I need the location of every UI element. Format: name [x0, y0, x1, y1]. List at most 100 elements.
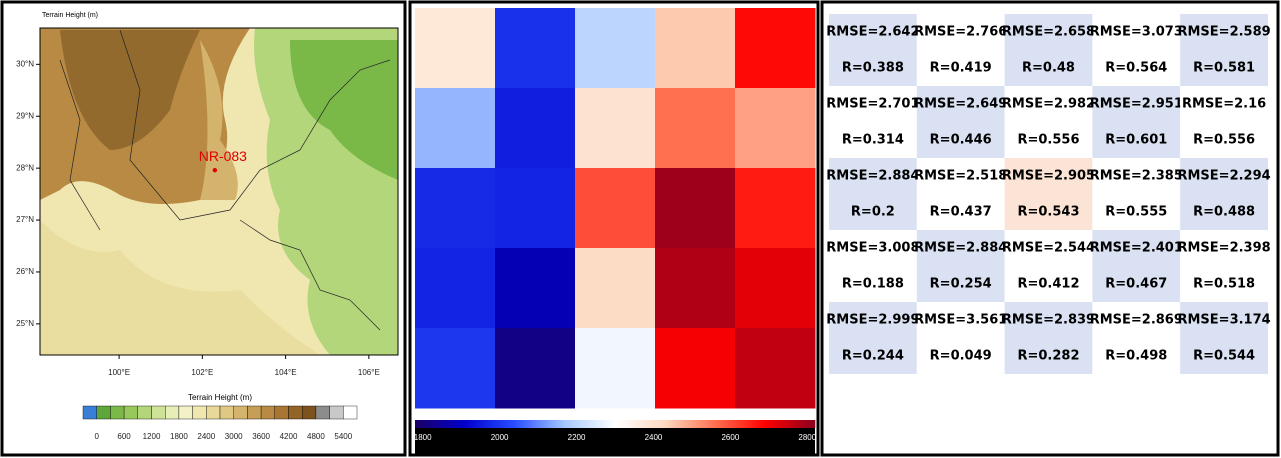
colorbar-strip	[435, 420, 438, 428]
table-cell: R=0.244	[842, 349, 904, 364]
colorbar-strip	[711, 420, 714, 428]
table-cell: RMSE=2.294	[1177, 169, 1270, 184]
colorbar-strip	[769, 420, 772, 428]
colorbar-box	[206, 405, 221, 420]
table-cell: RMSE=2.839	[1002, 313, 1095, 328]
colorbar-strip	[593, 420, 596, 428]
colorbar-strip	[463, 420, 466, 428]
table-cell-bg	[1180, 230, 1268, 266]
colorbar-strip	[421, 420, 424, 428]
colorbar-strip	[757, 420, 760, 428]
colorbar-strip	[487, 420, 490, 428]
table-cell-bg	[1004, 14, 1093, 50]
colorbar-strip	[433, 420, 436, 428]
heat-cell	[735, 8, 816, 89]
table-cell: R=0.254	[930, 277, 992, 292]
colorbar-strip	[555, 420, 558, 428]
colorbar-strip	[439, 420, 442, 428]
colorbar-strip	[521, 420, 524, 428]
colorbar-strip	[515, 420, 518, 428]
colorbar-strip	[553, 420, 556, 428]
colorbar-strip	[523, 420, 526, 428]
colorbar-tick-label: 600	[117, 432, 131, 441]
colorbar-strip	[633, 420, 636, 428]
y-tick-label: 26°N	[16, 267, 34, 276]
table-cell: R=0.412	[1017, 277, 1079, 292]
colorbar-box	[274, 405, 289, 420]
colorbar-box	[233, 405, 248, 420]
colorbar-strip	[563, 420, 566, 428]
colorbar-strip	[643, 420, 646, 428]
table-cell: R=0.601	[1105, 133, 1167, 148]
station-point	[212, 168, 218, 173]
colorbar-strip	[423, 420, 426, 428]
colorbar-tick-label: 2600	[721, 433, 739, 442]
colorbar-strip	[455, 420, 458, 428]
colorbar-strip	[695, 420, 698, 428]
table-cell-bg	[1004, 50, 1093, 86]
colorbar-strip	[581, 420, 584, 428]
colorbar-box	[315, 405, 330, 420]
colorbar-strip	[809, 420, 812, 428]
table-cell-bg	[916, 14, 1005, 50]
colorbar-box	[247, 405, 262, 420]
colorbar-box	[110, 405, 125, 420]
colorbar-strip	[655, 420, 658, 428]
colorbar-strip	[601, 420, 604, 428]
table-cell-bg	[1004, 302, 1093, 338]
table-cell-bg	[916, 50, 1005, 86]
colorbar-box	[151, 405, 166, 420]
table-cell: RMSE=2.398	[1177, 241, 1270, 256]
colorbar-strip	[525, 420, 528, 428]
colorbar-tick-label: 4200	[280, 432, 298, 441]
colorbar-strip	[755, 420, 758, 428]
colorbar-strip	[453, 420, 456, 428]
table-cell: RMSE=3.008	[826, 241, 919, 256]
colorbar-strip	[725, 420, 728, 428]
table-cell-bg	[1180, 122, 1268, 158]
terrain-plateau	[40, 220, 320, 355]
colorbar-strip	[807, 420, 810, 428]
colorbar-strip	[777, 420, 780, 428]
table-cell-bg	[1092, 338, 1181, 374]
colorbar-tick-label: 1200	[143, 432, 161, 441]
table-cell: R=0.556	[1193, 133, 1255, 148]
colorbar-box	[219, 405, 234, 420]
table-cell-bg	[829, 14, 917, 50]
colorbar-strip	[507, 420, 510, 428]
colorbar-ticks-bg	[415, 428, 815, 454]
colorbar-strip	[719, 420, 722, 428]
table-cell: RMSE=2.951	[1090, 97, 1183, 112]
colorbar-strip	[461, 420, 464, 428]
table-cell-bg	[1092, 266, 1181, 302]
table-cell-bg	[1180, 338, 1268, 374]
colorbar-strip	[663, 420, 666, 428]
colorbar-strip	[483, 420, 486, 428]
colorbar-strip	[651, 420, 654, 428]
colorbar-box	[123, 405, 138, 420]
colorbar-strip	[551, 420, 554, 428]
colorbar-strip	[805, 420, 808, 428]
colorbar-strip	[497, 420, 500, 428]
terrain-peak	[60, 30, 200, 150]
table-cell-bg	[916, 86, 1005, 122]
borders	[59, 29, 391, 331]
table-cell: R=0.544	[1193, 349, 1255, 364]
table-cell-bg	[916, 158, 1005, 194]
table-cell: RMSE=3.561	[914, 313, 1007, 328]
heat-cell	[495, 8, 576, 89]
table-cell-bg	[916, 266, 1005, 302]
colorbar-strip	[427, 420, 430, 428]
table-cell: R=0.543	[1017, 205, 1079, 220]
table-cell: R=0.2	[851, 205, 895, 220]
table-cell-bg	[1180, 194, 1268, 230]
colorbar-strip	[811, 420, 814, 428]
colorbar-strip	[625, 420, 628, 428]
colorbar-tick-label: 2800	[798, 433, 816, 442]
table-cell: RMSE=2.884	[826, 169, 919, 184]
colorbar-strip	[535, 420, 538, 428]
colorbar-strip	[739, 420, 742, 428]
colorbar-tick-label: 2000	[491, 433, 509, 442]
colorbar-strip	[587, 420, 590, 428]
